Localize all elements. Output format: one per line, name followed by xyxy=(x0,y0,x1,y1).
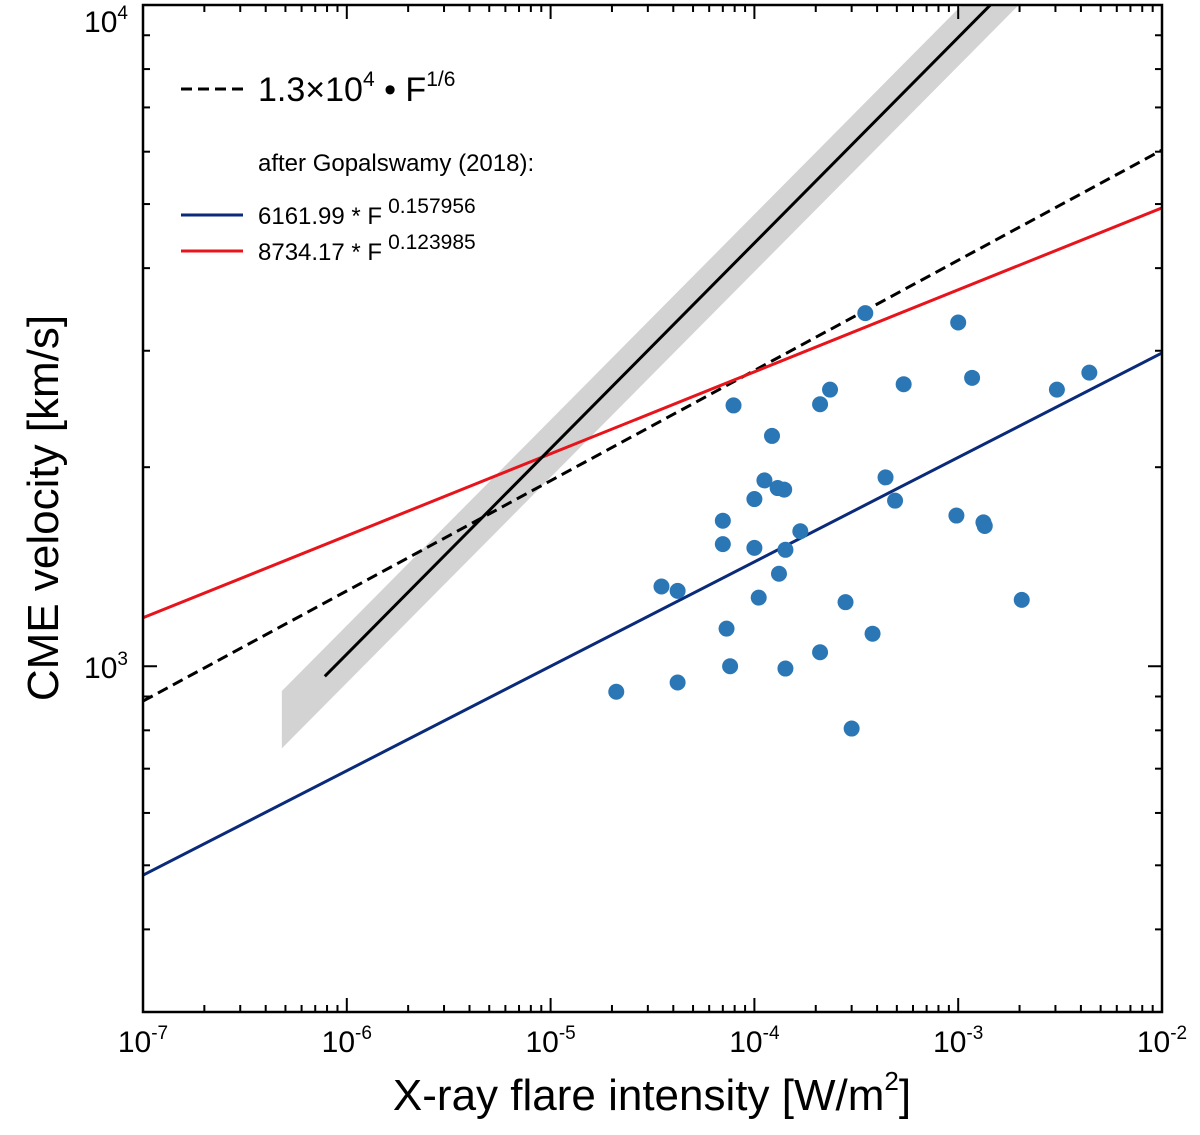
data-point-23 xyxy=(822,381,839,398)
fit-line-1 xyxy=(143,148,1162,703)
data-point-3 xyxy=(669,582,686,599)
data-point-26 xyxy=(857,305,874,322)
legend: 1.3×104 • F1/6 after Gopalswamy (2018): … xyxy=(181,68,534,266)
x-axis-label: X-ray flare intensity [W/m2] xyxy=(393,1066,911,1120)
data-point-8 xyxy=(722,658,739,675)
fit-line-4 xyxy=(323,5,993,678)
x-tick-labels: 10-7 10-6 10-5 10-4 10-3 10-2 xyxy=(118,1023,1187,1059)
data-point-17 xyxy=(776,481,793,498)
data-points xyxy=(608,305,1098,737)
x-tick-label: 10-6 xyxy=(322,1023,372,1059)
data-point-18 xyxy=(777,541,794,558)
x-tick-label: 10-3 xyxy=(933,1023,983,1059)
data-point-33 xyxy=(964,369,981,386)
legend-entry-power-law: 1.3×104 • F1/6 xyxy=(258,68,455,109)
fit-line-2 xyxy=(143,351,1162,877)
data-point-9 xyxy=(725,397,742,414)
x-tick-label: 10-4 xyxy=(729,1023,780,1059)
y-axis-label: CME velocity [km/s] xyxy=(19,315,68,701)
plot-frame xyxy=(141,3,1164,1014)
data-point-21 xyxy=(812,396,829,413)
fit-line-3 xyxy=(143,206,1162,620)
data-point-7 xyxy=(718,620,735,637)
y-tick-label: 104 xyxy=(84,3,128,39)
x-tick-label: 10-7 xyxy=(118,1023,168,1059)
data-point-1 xyxy=(608,683,625,700)
data-point-32 xyxy=(950,314,967,331)
data-point-16 xyxy=(770,565,787,582)
data-point-38 xyxy=(1081,364,1098,381)
data-point-24 xyxy=(837,594,854,611)
data-point-4 xyxy=(669,674,686,691)
data-point-30 xyxy=(895,376,912,393)
data-point-27 xyxy=(864,625,881,642)
data-point-2 xyxy=(653,578,670,595)
fit-lines xyxy=(143,5,1162,877)
data-point-31 xyxy=(948,507,965,524)
data-point-5 xyxy=(714,512,731,529)
data-point-19 xyxy=(777,660,794,677)
x-axis-label-sup: 2 xyxy=(884,1066,898,1096)
data-point-28 xyxy=(877,469,894,486)
data-point-20 xyxy=(792,523,809,540)
data-point-13 xyxy=(756,472,773,489)
data-point-35 xyxy=(976,517,993,534)
data-point-12 xyxy=(750,589,767,606)
data-point-10 xyxy=(746,491,763,508)
y-tick-label: 103 xyxy=(84,649,128,685)
legend-entry-gopalswamy-2: 8734.17 * F 0.123985 xyxy=(258,231,476,266)
x-tick-label: 10-2 xyxy=(1137,1023,1187,1059)
plot-area xyxy=(143,5,1162,877)
data-point-22 xyxy=(812,644,829,661)
x-tick-label: 10-5 xyxy=(525,1023,575,1059)
data-point-25 xyxy=(843,720,860,737)
data-point-36 xyxy=(1013,591,1030,608)
legend-entry-gopalswamy-1: 6161.99 * F 0.157956 xyxy=(258,195,476,230)
data-point-6 xyxy=(714,536,731,553)
y-tick-labels: 103 104 xyxy=(84,3,128,685)
uncertainty-band xyxy=(281,5,1019,749)
data-point-11 xyxy=(746,539,763,556)
legend-subtitle: after Gopalswamy (2018): xyxy=(258,150,534,177)
data-point-29 xyxy=(887,492,904,509)
data-point-14 xyxy=(764,427,781,444)
data-point-37 xyxy=(1048,381,1065,398)
